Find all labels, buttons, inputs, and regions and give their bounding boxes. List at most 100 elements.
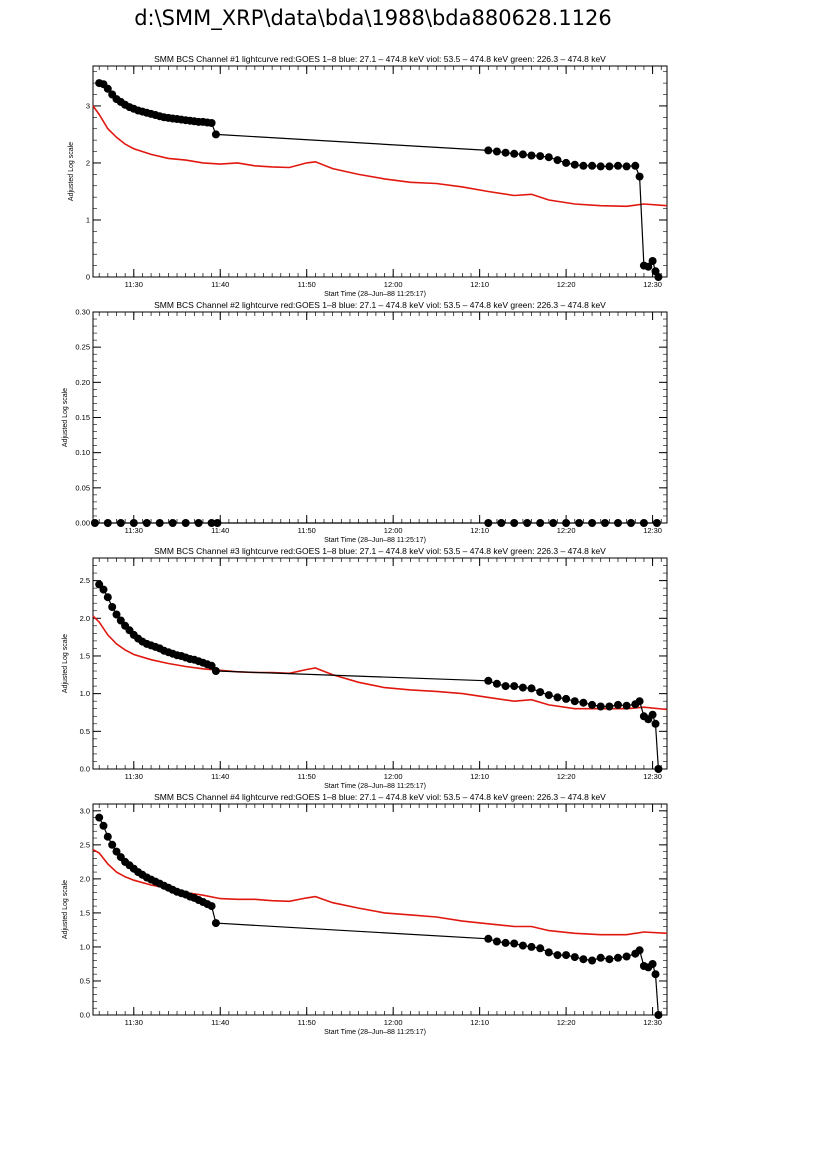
data-point <box>652 519 661 527</box>
x-tick-label: 12:20 <box>557 772 576 781</box>
series-bcs-black <box>95 79 663 281</box>
data-point <box>155 519 164 527</box>
data-point <box>614 519 622 527</box>
series-line <box>92 848 668 936</box>
data-point <box>648 960 657 968</box>
x-tick-label: 11:40 <box>211 1018 229 1027</box>
data-point <box>549 519 558 527</box>
data-point <box>562 519 571 527</box>
chart-panel-4: SMM BCS Channel #4 lightcurve red:GOES 1… <box>62 792 668 1036</box>
chart-title: SMM BCS Channel #1 lightcurve red:GOES 1… <box>154 54 606 64</box>
data-point <box>211 919 220 928</box>
x-tick-label: 12:30 <box>643 772 662 781</box>
data-point <box>90 519 99 527</box>
y-tick-label: 0.0 <box>80 765 90 774</box>
data-point <box>605 702 614 711</box>
data-point <box>536 152 545 161</box>
y-tick-label: 0.10 <box>75 448 90 457</box>
y-tick-label: 2.5 <box>80 576 90 585</box>
data-point <box>518 683 527 692</box>
y-tick-label: 2.5 <box>80 840 90 849</box>
series-bcs-black <box>95 813 663 1019</box>
x-tick-label: 12:30 <box>643 526 662 535</box>
data-point <box>627 519 635 527</box>
x-axis-label: Start Time (28–Jun–88 11:25:17) <box>324 1029 426 1036</box>
data-point <box>570 697 579 706</box>
y-tick-label: 2.0 <box>80 874 90 883</box>
data-point <box>492 937 501 946</box>
data-point <box>651 970 660 979</box>
data-point <box>588 700 597 709</box>
x-tick-label: 11:30 <box>125 772 143 781</box>
data-point <box>544 153 553 162</box>
data-point <box>518 150 527 159</box>
y-tick-label: 0 <box>86 273 90 282</box>
data-point <box>484 676 493 685</box>
data-point <box>588 161 597 170</box>
data-point <box>553 951 562 960</box>
y-tick-label: 0.05 <box>75 483 90 492</box>
series-bcs-black <box>90 519 661 527</box>
series-line <box>99 82 659 278</box>
data-point <box>484 519 493 527</box>
data-point <box>207 119 216 127</box>
data-point <box>108 603 117 611</box>
data-point <box>635 172 644 181</box>
y-axis-label: Adjusted Log scale <box>62 388 69 447</box>
x-tick-label: 12:10 <box>470 1018 489 1027</box>
data-point <box>588 956 597 965</box>
y-tick-label: 0.25 <box>75 343 90 352</box>
y-axis-label: Adjusted Log scale <box>68 142 75 201</box>
data-point <box>112 610 121 619</box>
x-tick-label: 12:10 <box>470 772 489 781</box>
data-point <box>635 697 644 706</box>
plot-frame <box>92 803 668 1016</box>
x-tick-label: 11:30 <box>125 280 143 289</box>
x-tick-label: 12:10 <box>470 526 489 535</box>
data-point <box>570 160 579 169</box>
data-point <box>562 694 571 703</box>
data-point <box>622 162 631 171</box>
y-tick-label: 1.5 <box>80 908 90 917</box>
data-point <box>536 519 545 527</box>
plot-frame <box>92 311 668 524</box>
data-point <box>142 519 151 527</box>
data-point <box>614 953 622 962</box>
x-tick-label: 11:50 <box>298 526 316 535</box>
data-point <box>596 953 605 962</box>
data-point <box>213 519 222 527</box>
data-point <box>579 955 588 964</box>
data-point <box>614 161 622 170</box>
data-point <box>562 158 571 167</box>
data-point <box>168 519 177 527</box>
x-tick-label: 11:30 <box>125 1018 143 1027</box>
data-point <box>654 765 663 773</box>
data-point <box>648 710 657 719</box>
data-point <box>194 519 203 527</box>
y-tick-label: 1 <box>86 215 90 224</box>
series-bcs-black <box>95 580 663 773</box>
x-tick-label: 12:20 <box>557 280 576 289</box>
chart-title: SMM BCS Channel #2 lightcurve red:GOES 1… <box>154 300 606 310</box>
data-point <box>211 667 220 675</box>
data-point <box>523 519 532 527</box>
data-point <box>112 847 121 856</box>
data-point <box>536 688 545 697</box>
data-point <box>181 519 190 527</box>
data-point <box>207 902 216 911</box>
data-point <box>570 953 579 962</box>
plot-frame <box>92 557 668 770</box>
x-tick-label: 11:40 <box>211 280 229 289</box>
data-point <box>95 813 104 822</box>
series-goes-red <box>92 848 668 936</box>
data-point <box>553 156 562 165</box>
data-point <box>635 946 644 955</box>
x-tick-label: 12:30 <box>643 280 662 289</box>
data-point <box>510 519 519 527</box>
page-title: d:\SMM_XRP\data\bda\1988\bda880628.1126 <box>134 6 612 30</box>
data-point <box>631 161 640 170</box>
y-tick-label: 0.0 <box>80 1011 90 1020</box>
chart-panel-2: SMM BCS Channel #2 lightcurve red:GOES 1… <box>62 300 668 544</box>
x-tick-label: 12:20 <box>557 1018 576 1027</box>
